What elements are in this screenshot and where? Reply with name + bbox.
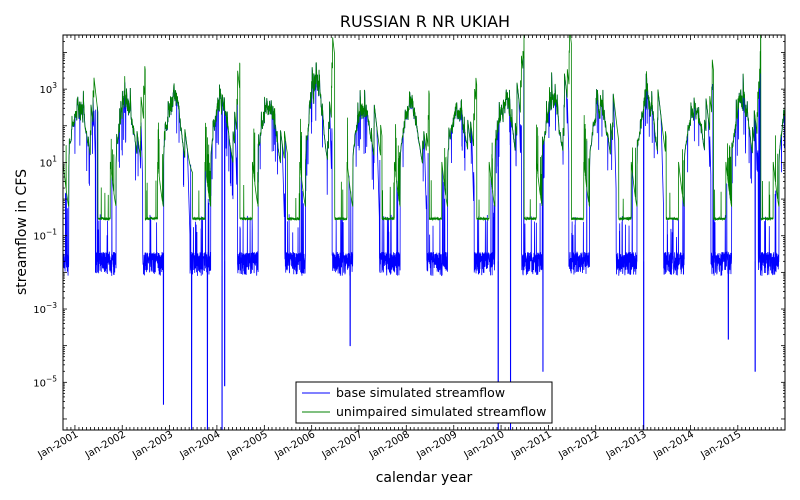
x-tick-label: Jan-2012: [556, 429, 601, 461]
y-tick-label: 101: [39, 154, 57, 169]
x-axis-label: calendar year: [376, 470, 473, 486]
series-line-unimpaired: [63, 35, 785, 222]
y-axis-label: streamflow in CFS: [14, 169, 30, 295]
legend-label-unimpaired: unimpaired simulated streamflow: [336, 404, 546, 419]
y-axis: 103 101 10−1 10−3 10−5: [33, 34, 785, 420]
x-tick-label: Jan-2011: [509, 429, 554, 461]
y-tick-label: 10−3: [33, 301, 57, 316]
x-tick-label: Jan-2004: [177, 429, 222, 461]
legend-label-base: base simulated streamflow: [336, 385, 505, 400]
series-layer: [63, 35, 785, 430]
chart-title: RUSSIAN R NR UKIAH: [340, 12, 510, 31]
x-tick-label: Jan-2013: [604, 429, 649, 461]
x-tick-label: Jan-2002: [83, 429, 128, 461]
y-tick-label: 10−5: [33, 374, 57, 389]
x-tick-label: Jan-2007: [320, 429, 365, 461]
x-tick-label: Jan-2010: [462, 429, 507, 461]
y-tick-label: 10−1: [33, 228, 57, 243]
legend-box: [295, 381, 553, 424]
x-tick-label: Jan-2003: [130, 429, 175, 461]
x-tick-label: Jan-2014: [651, 429, 696, 461]
x-tick-label: Jan-2009: [414, 429, 459, 461]
y-tick-label: 103: [39, 81, 57, 96]
x-tick-label: Jan-2005: [225, 429, 270, 461]
plot-frame: [62, 34, 786, 431]
x-tick-label: Jan-2006: [272, 429, 317, 461]
x-tick-label: Jan-2015: [698, 429, 743, 461]
legend: base simulated streamflow unimpaired sim…: [295, 381, 553, 424]
x-tick-label: Jan-2008: [367, 429, 412, 461]
x-tick-label: Jan-2001: [36, 429, 81, 461]
